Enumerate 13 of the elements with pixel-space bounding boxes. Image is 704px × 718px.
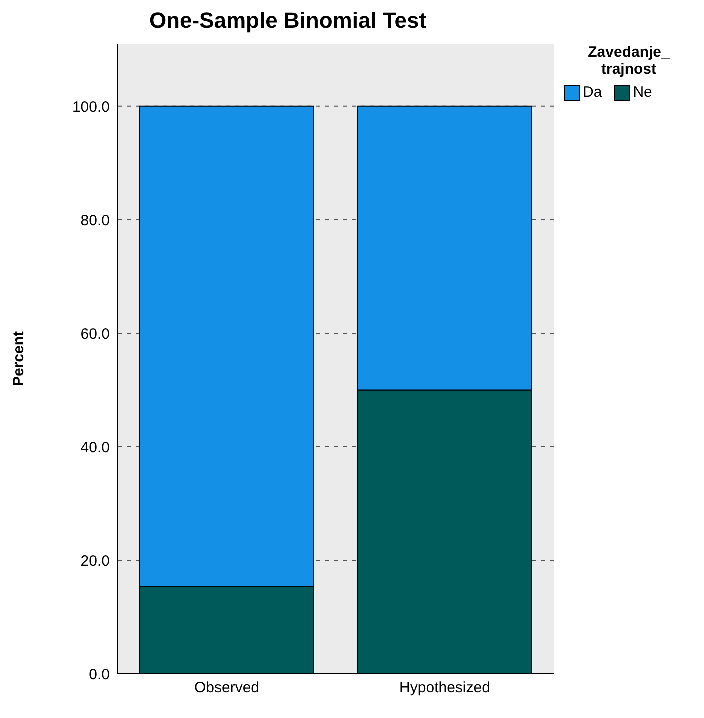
x-tick-label: Observed: [194, 680, 260, 697]
legend-title: Zavedanje_ trajnost: [587, 44, 671, 78]
legend-label: Da: [583, 84, 602, 101]
y-axis-title: Percent: [10, 331, 28, 387]
y-tick-label: 20.0: [80, 552, 110, 570]
y-tick-label: 60.0: [80, 326, 110, 343]
x-tick-label: Hypothesized: [400, 680, 490, 697]
y-tick-label: 100.0: [72, 98, 110, 116]
y-tick-label: 40.0: [80, 439, 110, 456]
legend-label: Ne: [633, 84, 652, 101]
y-tick-label: 0.0: [89, 666, 110, 684]
chart-title: One-Sample Binomial Test: [148, 8, 428, 34]
y-tick-label: 80.0: [80, 212, 110, 230]
